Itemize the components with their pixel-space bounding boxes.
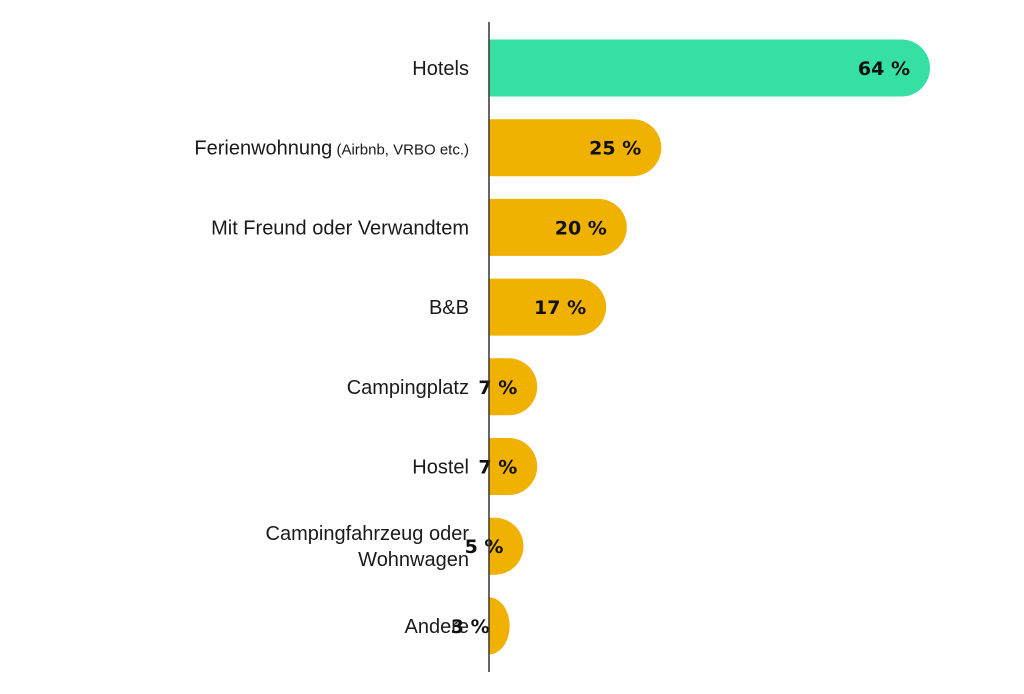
- bar-hotels: [489, 39, 930, 97]
- category-label-hotels: Hotels: [412, 58, 469, 80]
- bar-campingplatz: [489, 358, 538, 416]
- category-label-mit-freund-oder-verwandtem: Mit Freund oder Verwandtem: [211, 217, 469, 239]
- category-label-b-b: B&B: [429, 297, 469, 319]
- bar-mit-freund-oder-verwandtem: [489, 198, 627, 256]
- category-labels: Hotels Ferienwohnung (Airbnb, VRBO etc.) M…: [194, 58, 469, 638]
- value-label-ferienwohnung-airbnb-vrbo-etc: 25 %: [589, 138, 641, 160]
- value-label-hostel: 7 %: [478, 457, 517, 479]
- value-label-mit-freund-oder-verwandtem: 20 %: [555, 217, 607, 239]
- category-label-campingplatz: Campingplatz: [347, 377, 469, 399]
- value-label-b-b: 17 %: [534, 297, 586, 319]
- value-label-andere: 3 %: [451, 616, 490, 638]
- bar-campingfahrzeug-oder-wohnwagen: [489, 517, 524, 575]
- bar-ferienwohnung-airbnb-vrbo-etc: [489, 119, 662, 177]
- value-label-campingfahrzeug-oder-wohnwagen: 5 %: [465, 536, 504, 558]
- bar-andere: [489, 597, 510, 655]
- category-label-campingfahrzeug-oder-wohnwagen: Campingfahrzeug oder Wohnwagen: [266, 523, 470, 571]
- category-label-hostel: Hostel: [412, 457, 469, 479]
- bar-hostel: [489, 438, 538, 495]
- bars: [489, 39, 930, 655]
- value-labels: 64 % 25 % 20 % 17 % 7 % 7 % 5 % 3 %: [451, 58, 910, 638]
- value-label-hotels: 64 %: [858, 58, 910, 80]
- category-label-ferienwohnung-airbnb-vrbo-etc: Ferienwohnung (Airbnb, VRBO etc.): [194, 138, 469, 160]
- category-label-andere: Andere: [405, 616, 470, 638]
- value-label-campingplatz: 7 %: [478, 377, 517, 399]
- bar-b-b: [489, 278, 607, 336]
